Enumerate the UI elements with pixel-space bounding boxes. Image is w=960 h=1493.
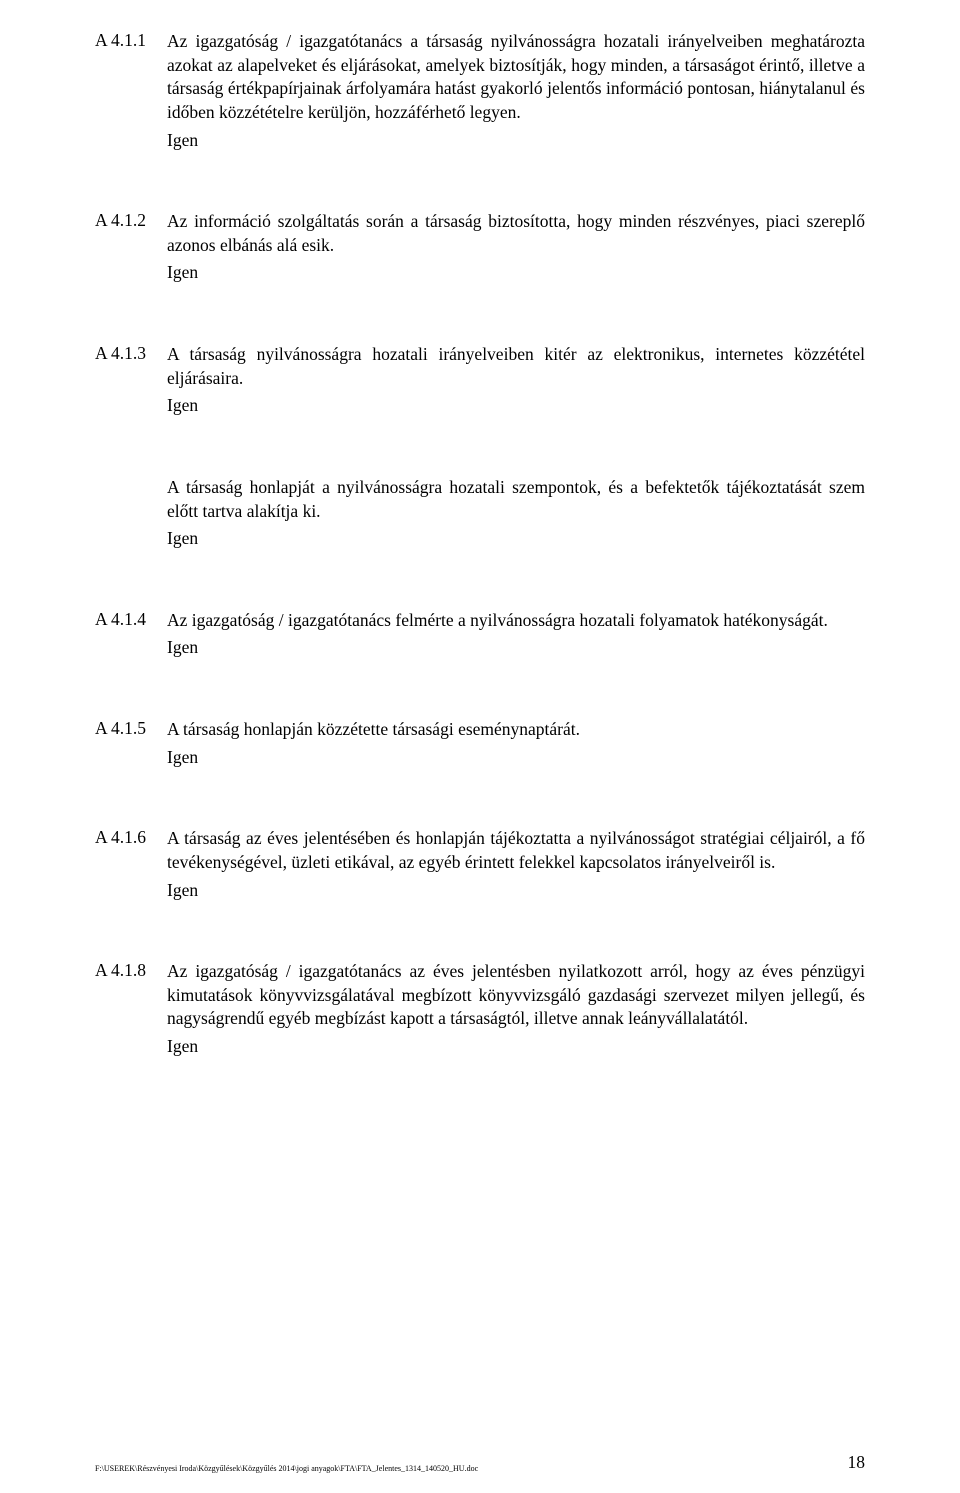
document-section: A 4.1.5 A társaság honlapján közzétette …: [95, 718, 865, 769]
section-label: A 4.1.4: [95, 609, 167, 630]
section-content: A társaság nyilvánosságra hozatali irány…: [167, 343, 865, 418]
document-section: A 4.1.2 Az információ szolgáltatás során…: [95, 210, 865, 285]
document-section: A 4.1.4 Az igazgatóság / igazgatótanács …: [95, 609, 865, 660]
section-answer: Igen: [167, 129, 865, 153]
section-answer: Igen: [167, 879, 865, 903]
section-content: A társaság honlapját a nyilvánosságra ho…: [167, 476, 865, 551]
section-content: Az igazgatóság / igazgatótanács felmérte…: [167, 609, 865, 660]
section-content: A társaság az éves jelentésében és honla…: [167, 827, 865, 902]
footer-filepath: F:\USEREK\Részvényesi Iroda\Közgyűlések\…: [95, 1464, 478, 1473]
section-content: Az igazgatóság / igazgatótanács az éves …: [167, 960, 865, 1059]
section-content: A társaság honlapján közzétette társaság…: [167, 718, 865, 769]
footer-page-number: 18: [848, 1452, 866, 1473]
section-text: A társaság az éves jelentésében és honla…: [167, 827, 865, 874]
section-answer: Igen: [167, 1035, 865, 1059]
section-content: Az információ szolgáltatás során a társa…: [167, 210, 865, 285]
document-section: A 4.1.3 A társaság nyilvánosságra hozata…: [95, 343, 865, 418]
section-label: A 4.1.3: [95, 343, 167, 364]
section-label: A 4.1.1: [95, 30, 167, 51]
section-answer: Igen: [167, 527, 865, 551]
section-answer: Igen: [167, 636, 865, 660]
section-text: Az igazgatóság / igazgatótanács az éves …: [167, 960, 865, 1031]
section-label: A 4.1.8: [95, 960, 167, 981]
section-text: Az információ szolgáltatás során a társa…: [167, 210, 865, 257]
section-answer: Igen: [167, 746, 865, 770]
document-section: A 4.1.8 Az igazgatóság / igazgatótanács …: [95, 960, 865, 1059]
section-text: A társaság nyilvánosságra hozatali irány…: [167, 343, 865, 390]
document-section: A társaság honlapját a nyilvánosságra ho…: [95, 476, 865, 551]
section-answer: Igen: [167, 261, 865, 285]
section-text: A társaság honlapján közzétette társaság…: [167, 718, 865, 742]
section-text: Az igazgatóság / igazgatótanács felmérte…: [167, 609, 865, 633]
document-section: A 4.1.6 A társaság az éves jelentésében …: [95, 827, 865, 902]
page-footer: F:\USEREK\Részvényesi Iroda\Közgyűlések\…: [95, 1452, 865, 1473]
section-label: A 4.1.5: [95, 718, 167, 739]
section-text: A társaság honlapját a nyilvánosságra ho…: [167, 476, 865, 523]
section-text: Az igazgatóság / igazgatótanács a társas…: [167, 30, 865, 125]
document-section: A 4.1.1 Az igazgatóság / igazgatótanács …: [95, 30, 865, 152]
section-label: A 4.1.6: [95, 827, 167, 848]
section-label: A 4.1.2: [95, 210, 167, 231]
section-answer: Igen: [167, 394, 865, 418]
section-content: Az igazgatóság / igazgatótanács a társas…: [167, 30, 865, 152]
